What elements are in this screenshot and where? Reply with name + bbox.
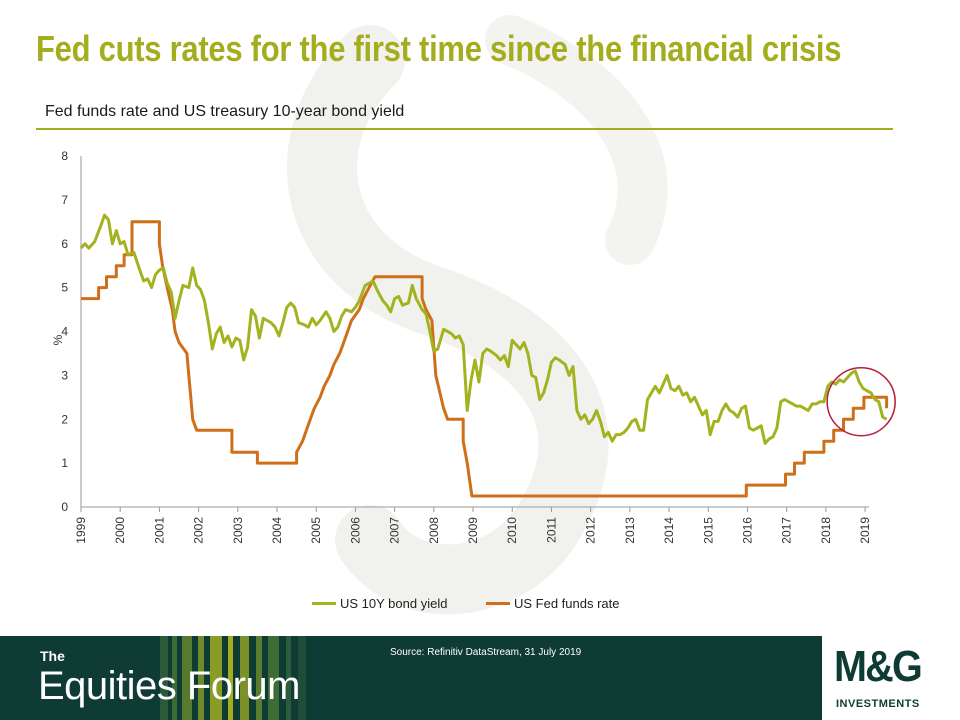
y-axis-label: % <box>51 334 65 345</box>
page-title: Fed cuts rates for the first time since … <box>36 28 842 69</box>
y-tick-label: 8 <box>61 149 68 163</box>
x-tick-label: 2013 <box>623 517 637 544</box>
y-tick-label: 5 <box>61 281 68 295</box>
x-tick-label: 2011 <box>544 517 558 543</box>
x-tick-label: 2010 <box>505 517 519 544</box>
brand-name: Equities Forum <box>38 664 300 708</box>
legend-label-bond: US 10Y bond yield <box>340 596 448 611</box>
x-tick-label: 2007 <box>388 517 402 544</box>
series-line-fed-funds-rate <box>81 220 889 498</box>
x-tick-label: 2002 <box>192 517 206 544</box>
x-tick-label: 2000 <box>113 517 127 544</box>
y-axis: 0 1 2 3 4 5 6 7 8 <box>61 149 82 514</box>
brand-prefix: The <box>40 648 65 664</box>
legend-swatch-fed <box>486 602 510 605</box>
y-tick-label: 3 <box>61 368 68 382</box>
legend-label-fed: US Fed funds rate <box>514 596 620 611</box>
x-tick-label: 2018 <box>819 517 833 544</box>
footer-stripe-pattern <box>160 636 306 720</box>
x-tick-label: 2016 <box>740 517 754 544</box>
y-tick-label: 2 <box>61 412 68 426</box>
y-tick-label: 7 <box>61 193 68 207</box>
line-chart: 0 1 2 3 4 5 6 7 8 1999 2000 2001 2002 2003 2004 2005 20… <box>51 149 896 544</box>
x-tick-label: 2001 <box>152 517 166 544</box>
logo-mark: M&G <box>834 642 923 691</box>
source-note: Source: Refinitiv DataStream, 31 July 20… <box>390 647 582 658</box>
x-tick-label: 2005 <box>309 517 323 544</box>
x-tick-label: 2009 <box>466 517 480 544</box>
x-tick-label: 2004 <box>270 517 284 544</box>
x-axis: 1999 2000 2001 2002 2003 2004 2005 2006 2007 2008… <box>74 506 872 544</box>
chart-subtitle: Fed funds rate and US treasury 10-year b… <box>45 103 405 120</box>
chart-legend: US 10Y bond yield US Fed funds rate <box>0 596 960 614</box>
legend-item-fed: US Fed funds rate <box>486 596 620 611</box>
y-tick-label: 6 <box>61 237 68 251</box>
x-tick-label: 2015 <box>701 517 715 544</box>
x-tick-label: 2017 <box>780 517 794 544</box>
x-tick-label: 1999 <box>74 517 88 544</box>
x-tick-label: 2006 <box>348 517 362 544</box>
x-tick-label: 2019 <box>858 517 872 544</box>
footer-bar: The Equities Forum Source: Refinitiv Dat… <box>0 636 960 720</box>
y-tick-label: 4 <box>61 325 68 339</box>
y-tick-label: 1 <box>61 456 68 470</box>
legend-item-bond: US 10Y bond yield <box>312 596 447 611</box>
highlight-circle <box>826 366 896 437</box>
x-tick-label: 2003 <box>231 517 245 544</box>
series-line-us-10y-bond-yield <box>79 213 888 445</box>
x-tick-label: 2012 <box>584 517 598 544</box>
x-tick-label: 2014 <box>662 517 676 544</box>
y-tick-label: 0 <box>61 500 68 514</box>
title-divider <box>36 128 893 130</box>
x-tick-label: 2008 <box>427 517 441 544</box>
logo-subtext: INVESTMENTS <box>836 698 920 710</box>
company-logo: M&G INVESTMENTS <box>822 636 960 720</box>
legend-swatch-bond <box>312 602 336 605</box>
